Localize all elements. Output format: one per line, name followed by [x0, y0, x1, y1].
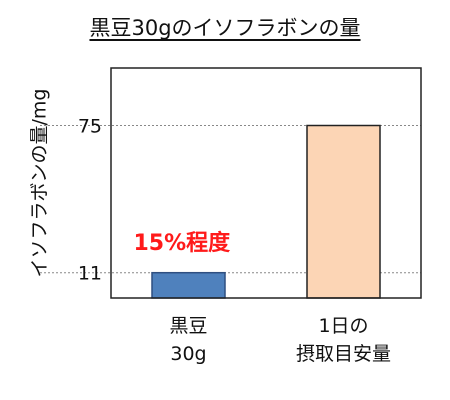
x-category-label-0: 黒豆 30g [114, 312, 264, 368]
x-category-line: 1日の [318, 315, 369, 337]
x-category-line: 30g [170, 343, 207, 365]
bar-0 [151, 271, 226, 299]
x-category-line: 黒豆 [169, 315, 208, 337]
chart-title: 黒豆30gのイソフラボンの量 [89, 16, 361, 40]
x-category-line: 摂取目安量 [295, 343, 391, 365]
bar-1 [306, 124, 381, 299]
plot-frame [110, 67, 422, 299]
annotation-label: 15%程度 [133, 230, 231, 256]
y-tick-label-0: 11 [78, 263, 102, 285]
y-tick-label-1: 75 [78, 116, 102, 138]
x-category-label-1: 1日の摂取目安量 [269, 312, 419, 368]
